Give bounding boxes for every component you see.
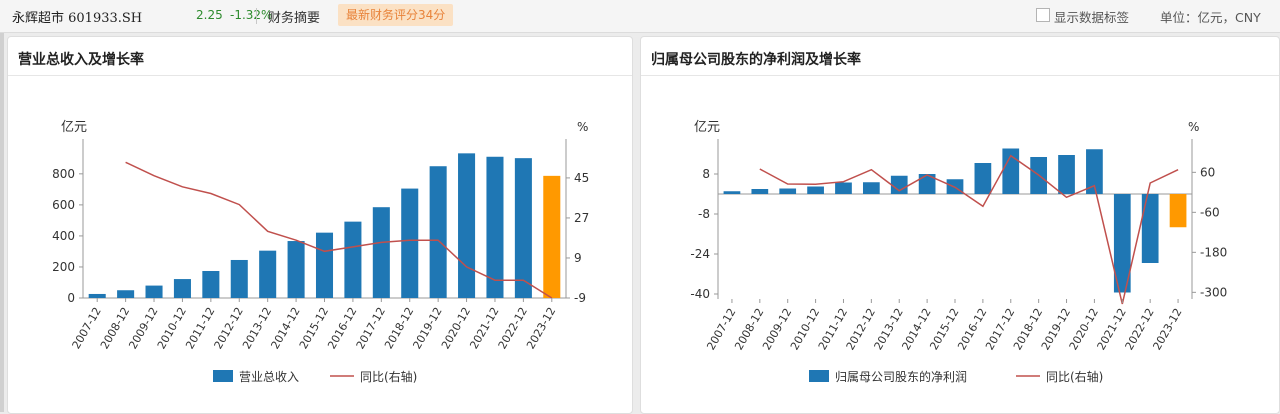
bar — [890, 175, 908, 194]
bar — [315, 232, 334, 298]
bar — [202, 270, 220, 298]
panel-divider — [8, 75, 632, 76]
revenue-chart-panel: 营业总收入及增长率 亿元% 0 200 400 600 800 -9 9 27 45 2007-12… — [7, 36, 633, 414]
bar — [145, 285, 163, 298]
y2-tick-label: -300 — [1200, 285, 1227, 299]
y-tick-label: -8 — [698, 207, 710, 221]
bar — [230, 259, 248, 298]
legend-bar-swatch — [213, 370, 233, 382]
bar — [458, 153, 476, 298]
y2-tick-label: -180 — [1200, 245, 1227, 259]
legend-line-label: 同比(右轴) — [360, 369, 417, 384]
bar — [918, 174, 936, 194]
tab-financial-summary[interactable]: 财务摘要 — [268, 11, 321, 26]
y2-axis-unit: % — [1188, 120, 1199, 134]
revenue-chart: 亿元 %0200400600800-9927452007-122008-12200… — [52, 120, 589, 384]
stock-price: 2.25 — [196, 8, 223, 22]
growth-line — [125, 161, 553, 299]
y-tick-label: 200 — [52, 260, 75, 274]
bar — [1002, 148, 1020, 194]
y-axis-unit: 亿元 — [61, 120, 87, 135]
bar — [117, 290, 135, 298]
bar — [287, 241, 305, 298]
legend-line-label: 同比(右轴) — [1046, 369, 1103, 384]
bar — [259, 250, 277, 298]
stock-header: 永辉超市 601933.SH 2.25 -1.32% 财务摘要 最新财务评分34… — [0, 0, 1280, 33]
y2-tick-label: 60 — [1200, 165, 1215, 179]
y2-tick-label: 45 — [574, 171, 589, 185]
bar — [807, 186, 824, 194]
legend-bar-label: 营业总收入 — [239, 370, 299, 384]
y-tick-label: 600 — [52, 198, 75, 212]
bar — [372, 207, 390, 298]
show-labels-checkbox[interactable] — [1036, 8, 1050, 22]
score-badge[interactable]: 最新财务评分34分 — [338, 4, 454, 26]
y-tick-label: -24 — [690, 247, 710, 261]
legend-bar-label: 归属母公司股东的净利润 — [835, 369, 967, 384]
bar — [1086, 149, 1103, 194]
y-tick-label: -40 — [690, 287, 710, 301]
growth-line — [759, 154, 1179, 305]
bar — [429, 166, 447, 298]
bar — [751, 189, 769, 194]
bar — [779, 188, 797, 194]
profit-chart-panel: 归属母公司股东的净利润及增长率 亿元% -40 -24 -8 8 -300 -180 -60 6… — [640, 36, 1280, 414]
bar — [1169, 194, 1187, 228]
y-tick-label: 400 — [52, 229, 75, 243]
bar — [1113, 194, 1131, 293]
y-tick-label: 8 — [702, 167, 710, 181]
y-tick-label: 0 — [67, 291, 75, 305]
chart-title: 营业总收入及增长率 — [18, 52, 144, 68]
bar — [723, 191, 741, 194]
y-tick-label: 800 — [52, 167, 75, 181]
bar — [862, 182, 880, 194]
bar — [173, 279, 191, 298]
bar — [835, 182, 852, 194]
y2-axis-unit: % — [577, 120, 588, 134]
legend-bar-swatch — [809, 370, 829, 382]
y2-tick-label: 9 — [574, 251, 582, 265]
y2-tick-label: -60 — [1200, 205, 1220, 219]
bar — [401, 188, 419, 298]
bar — [486, 156, 504, 298]
unit-label: 单位：亿元，CNY — [1160, 10, 1261, 25]
y2-tick-label: 27 — [574, 211, 589, 225]
divider — [256, 8, 257, 24]
panel-divider — [641, 75, 1279, 76]
bar — [514, 158, 532, 298]
bar — [1058, 155, 1075, 194]
y-axis-unit: 亿元 — [694, 120, 720, 135]
stock-change: -1.32% — [230, 8, 273, 22]
bar — [543, 175, 561, 298]
stock-name: 永辉超市 601933.SH — [12, 11, 143, 26]
profit-chart: 亿元 %-40-24-88-300-180-60602007-122008-122… — [690, 120, 1227, 384]
chart-title: 归属母公司股东的净利润及增长率 — [651, 52, 861, 68]
bar — [344, 221, 362, 298]
left-edge-strip — [0, 32, 4, 412]
bar — [974, 163, 992, 194]
y2-tick-label: -9 — [574, 291, 586, 305]
bar — [1141, 194, 1159, 263]
show-labels-label: 显示数据标签 — [1054, 10, 1130, 25]
bar — [88, 293, 106, 298]
